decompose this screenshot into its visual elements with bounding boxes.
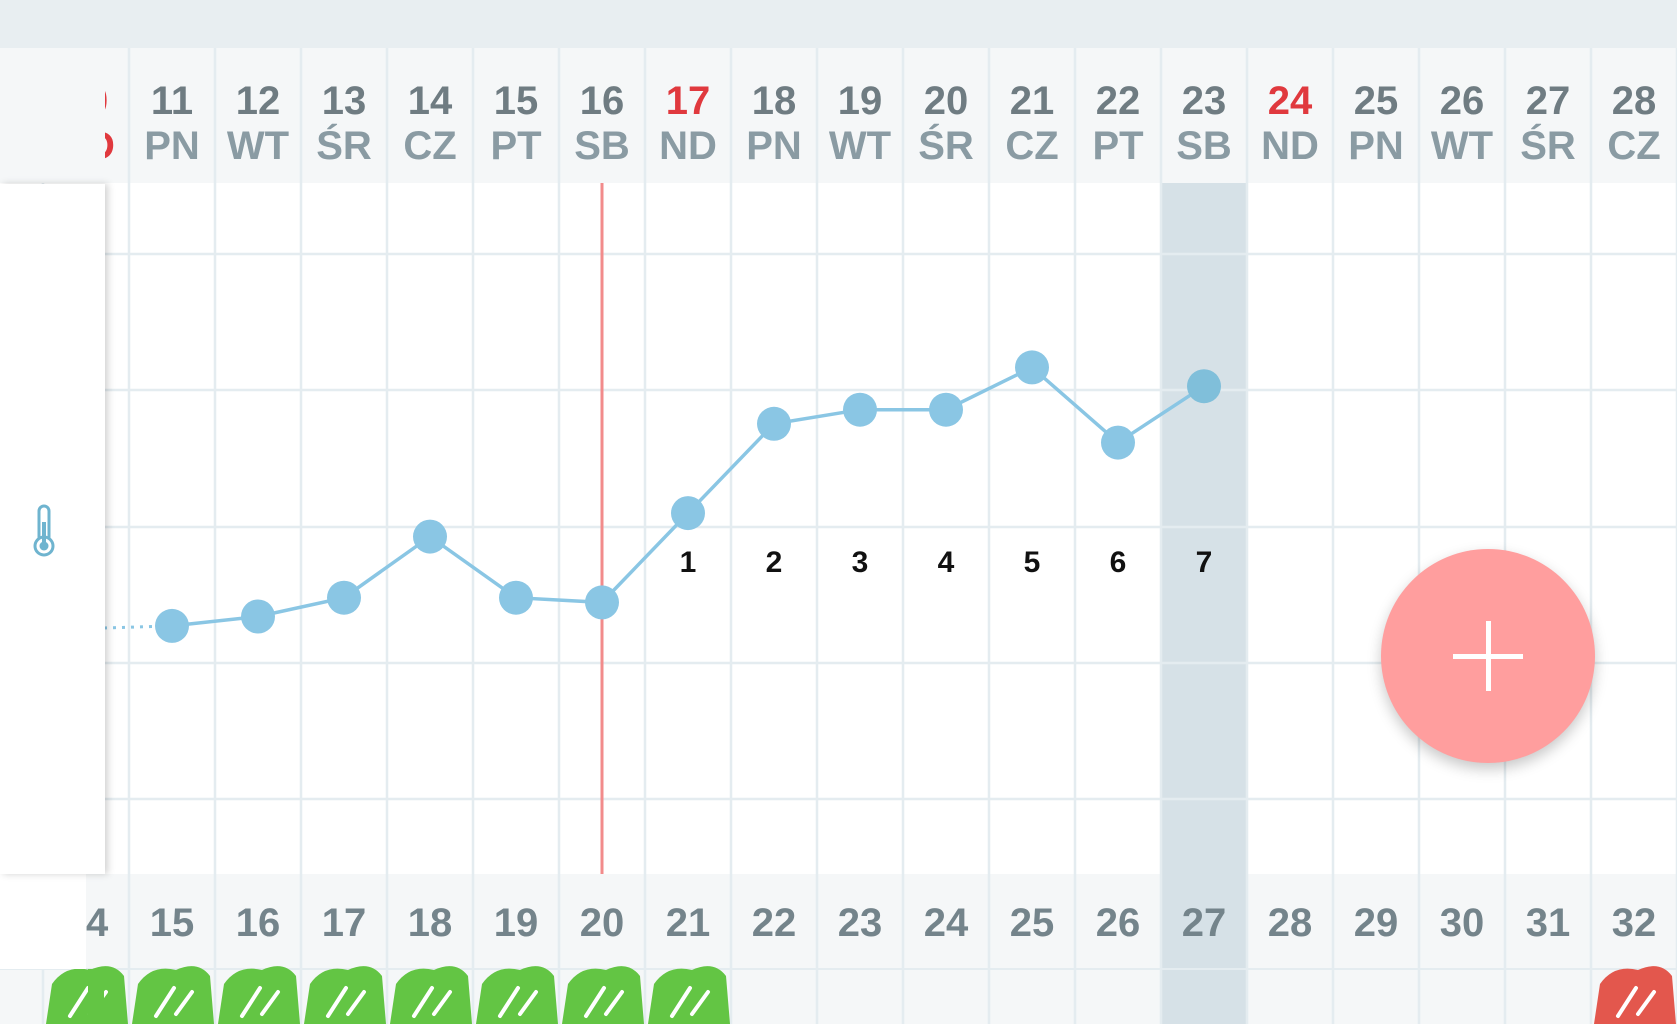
cycle-day-label: 16 xyxy=(236,901,281,945)
day-date-label[interactable]: 23 xyxy=(1182,79,1227,123)
post-ovulation-day-number: 1 xyxy=(680,546,697,579)
cycle-day-label: 26 xyxy=(1096,901,1141,945)
cycle-day-label: 30 xyxy=(1440,901,1485,945)
temperature-point[interactable] xyxy=(327,580,361,615)
day-date-label[interactable]: 12 xyxy=(236,79,281,123)
post-ovulation-day-number: 3 xyxy=(852,546,869,579)
cycle-day-label: 25 xyxy=(1010,901,1055,945)
day-of-week-label: ND xyxy=(659,124,717,168)
cycle-day-label: 31 xyxy=(1526,901,1571,945)
temperature-point[interactable] xyxy=(1101,425,1135,460)
cycle-day-label: 15 xyxy=(150,901,195,945)
day-of-week-label: ŚR xyxy=(316,122,372,168)
flower-marker xyxy=(88,969,104,1024)
temperature-point[interactable] xyxy=(1015,350,1049,385)
cycle-day-label: 22 xyxy=(752,901,797,945)
day-of-week-label: PN xyxy=(144,124,200,168)
temperature-point[interactable] xyxy=(757,406,791,441)
temperature-point[interactable] xyxy=(671,496,705,531)
cycle-day-label: 21 xyxy=(666,901,711,945)
red-flower-icon xyxy=(1594,966,1676,1024)
day-date-label[interactable]: 28 xyxy=(1612,79,1657,123)
header-left-panel xyxy=(0,48,105,183)
add-entry-button[interactable] xyxy=(1381,549,1595,763)
top-bar xyxy=(0,0,1677,48)
day-of-week-label: SB xyxy=(574,124,630,168)
day-of-week-label: WT xyxy=(1431,124,1493,168)
cycle-day-label: 17 xyxy=(322,901,367,945)
green-flower-icon xyxy=(390,966,472,1024)
day-of-week-label: ND xyxy=(1261,124,1319,168)
day-date-label[interactable]: 11 xyxy=(151,79,193,123)
day-date-label[interactable]: 26 xyxy=(1440,79,1485,123)
post-ovulation-day-number: 4 xyxy=(938,546,955,579)
cycle-chart-area: 10ND1411PN1512WT1613ŚR1714CZ1815PT1916SB… xyxy=(0,48,1677,1024)
temperature-point[interactable] xyxy=(585,585,619,620)
thermometer-icon[interactable] xyxy=(28,504,60,558)
selected-day-column xyxy=(1161,183,1247,1024)
post-ovulation-day-number: 6 xyxy=(1110,546,1127,579)
temperature-point[interactable] xyxy=(843,392,877,427)
day-date-label[interactable]: 25 xyxy=(1354,79,1399,123)
day-of-week-label: PT xyxy=(490,124,541,168)
green-flower-icon xyxy=(476,966,558,1024)
cycle-day-label: 32 xyxy=(1612,901,1657,945)
day-date-label[interactable]: 13 xyxy=(322,79,367,123)
post-ovulation-day-number: 7 xyxy=(1196,546,1213,579)
cycle-day-label: 29 xyxy=(1354,901,1399,945)
day-of-week-label: CZ xyxy=(403,124,456,168)
day-of-week-label: PT xyxy=(1092,124,1143,168)
cycle-day-label: 23 xyxy=(838,901,883,945)
temperature-point[interactable] xyxy=(155,608,189,643)
green-flower-icon xyxy=(648,966,730,1024)
post-ovulation-day-number: 5 xyxy=(1024,546,1041,579)
day-date-label[interactable]: 17 xyxy=(666,79,711,123)
cycle-day-label: 19 xyxy=(494,901,539,945)
cycle-day-label: 20 xyxy=(580,901,625,945)
post-ovulation-day-number: 2 xyxy=(766,546,783,579)
day-date-label[interactable]: 27 xyxy=(1526,79,1571,123)
day-of-week-label: ŚR xyxy=(918,122,974,168)
temperature-point[interactable] xyxy=(499,580,533,615)
left-sidebar xyxy=(0,184,105,874)
plot-area xyxy=(0,183,1677,874)
day-date-label[interactable]: 21 xyxy=(1010,79,1055,123)
green-flower-icon xyxy=(304,966,386,1024)
day-date-label[interactable]: 22 xyxy=(1096,79,1141,123)
day-date-label[interactable]: 14 xyxy=(408,79,453,123)
day-date-label[interactable]: 19 xyxy=(838,79,883,123)
day-of-week-label: ŚR xyxy=(1520,122,1576,168)
day-of-week-label: CZ xyxy=(1607,124,1660,168)
green-flower-icon xyxy=(562,966,644,1024)
day-of-week-label: SB xyxy=(1176,124,1232,168)
temperature-point[interactable] xyxy=(1187,369,1221,404)
day-of-week-label: PN xyxy=(746,124,802,168)
day-date-label[interactable]: 16 xyxy=(580,79,625,123)
green-flower-icon xyxy=(218,966,300,1024)
cycle-day-label: 18 xyxy=(408,901,453,945)
cycle-day-label: 28 xyxy=(1268,901,1313,945)
temperature-chart[interactable]: 10ND1411PN1512WT1613ŚR1714CZ1815PT1916SB… xyxy=(0,48,1677,1024)
date-header xyxy=(0,48,1677,183)
day-date-label[interactable]: 18 xyxy=(752,79,797,123)
cycle-day-label: 24 xyxy=(924,901,969,945)
green-flower-icon xyxy=(132,966,214,1024)
day-of-week-label: PN xyxy=(1348,124,1404,168)
day-of-week-label: WT xyxy=(227,124,289,168)
day-date-label[interactable]: 20 xyxy=(924,79,969,123)
footer-left-panel xyxy=(0,874,86,969)
day-date-label[interactable]: 24 xyxy=(1268,79,1313,123)
temperature-point[interactable] xyxy=(929,392,963,427)
day-date-label[interactable]: 15 xyxy=(494,79,539,123)
day-of-week-label: WT xyxy=(829,124,891,168)
temperature-point[interactable] xyxy=(241,599,275,634)
cycle-day-label: 27 xyxy=(1182,901,1227,945)
temperature-point[interactable] xyxy=(413,519,447,554)
day-of-week-label: CZ xyxy=(1005,124,1058,168)
